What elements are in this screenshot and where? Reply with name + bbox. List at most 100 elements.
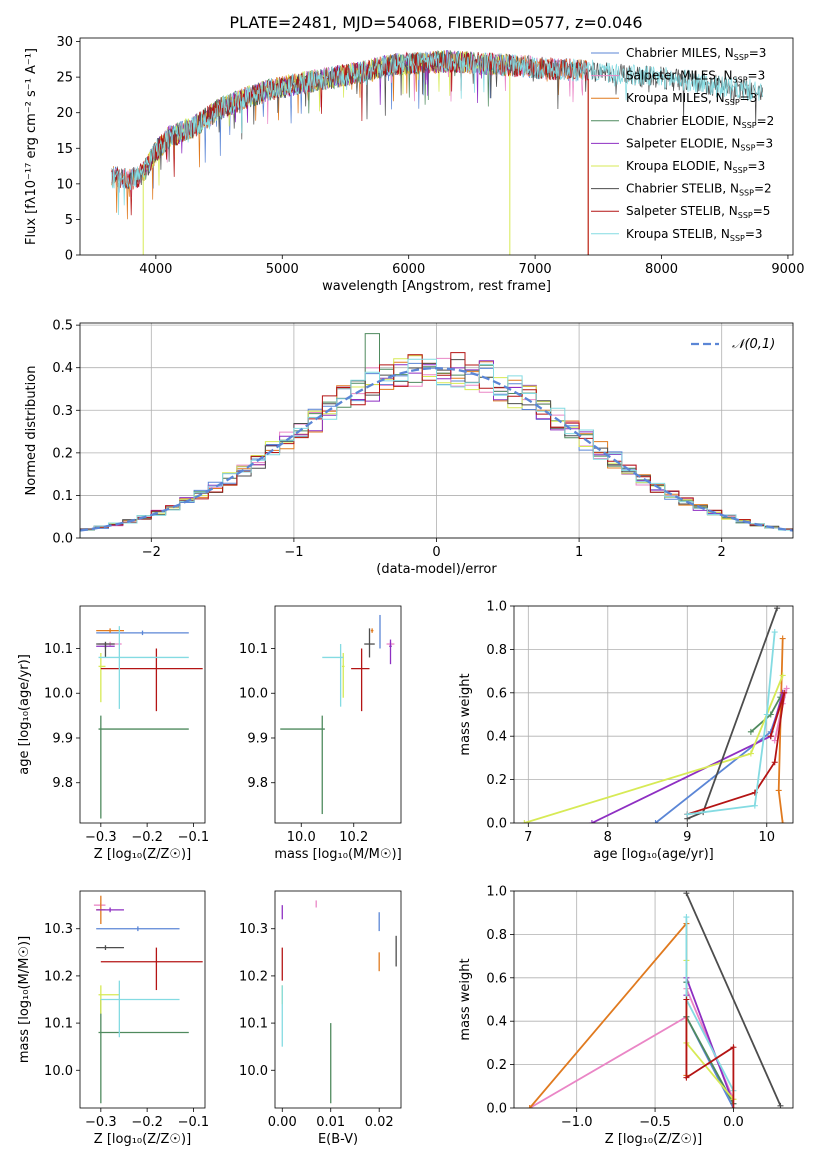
spectrum-axes: 4000 5000 6000 7000 8000 9000 0 5 10 15 20 25 30 wave… [24,35,804,294]
age_vs_mass-xtick-label: 10.2 [339,830,368,845]
residuals-ytick-label: 0.1 [52,489,73,504]
age_vs_Z-plot [96,626,203,819]
weight_vs_age-xtick-label: 8 [604,830,612,845]
weight_vs_Z-ytick-label: 0.0 [486,1102,507,1117]
spectrum-xtick-label: 6000 [392,262,425,277]
weight_vs_age-xtick-label: 9 [683,830,691,845]
mass_vs_Z-ytick-label: 10.1 [44,1017,73,1032]
weight_vs_Z-ytick-label: 0.2 [486,1058,507,1073]
weight_vs_Z-ytick-label: 0.4 [486,1015,507,1030]
age_vs_mass-xtick-label: 10.0 [287,830,316,845]
histogram-series [80,358,793,538]
residuals-xtick-label: −1 [284,545,303,560]
weight_vs_age-ytick-label: 0.6 [486,686,507,701]
weight_vs_Z-ylabel: mass weight [458,958,473,1040]
age_vs_mass-ytick-label: 9.8 [247,776,268,791]
weight-marker [763,711,770,718]
mass_vs_ebv-xtick-label: 0.00 [268,1115,297,1130]
mass_vs_Z-frame [79,890,206,1109]
legend-entry: Kroupa STELIB, NSSP=3 [626,227,763,243]
mass_vs_Z-ytick-label: 10.3 [44,922,73,937]
weight-marker [751,802,758,809]
weight_vs_age-ylabel: mass weight [458,673,473,755]
residuals-xtick-label: 0 [432,545,440,560]
residuals-frame [79,322,794,539]
weight-marker [771,629,778,636]
weight_vs_age-ytick-label: 0.8 [486,643,507,658]
spectrum-xtick-label: 7000 [519,262,552,277]
legend-entry: Chabrier MILES, NSSP=3 [626,46,766,62]
weight_vs_age-ytick-label: 0.2 [486,773,507,788]
residuals-ytick-label: 0.4 [52,361,73,376]
weight_vs_age-xtick-label: 10 [758,830,775,845]
age_vs_mass-xlabel: mass [log₁₀(M/M☉)] [274,847,401,862]
mass_vs_Z-xtick-label: −0.2 [131,1115,163,1130]
mass_vs_ebv-ytick-label: 10.0 [239,1064,268,1079]
legend-entry: Chabrier STELIB, NSSP=2 [626,182,772,198]
weight-line [685,999,735,1108]
residuals-ytick-label: 0.0 [52,532,73,547]
weight_vs_age-ytick-label: 0.4 [486,730,507,745]
weight-marker [779,672,786,679]
residuals-ytick-label: 0.3 [52,404,73,419]
spectrum-xtick-label: 8000 [645,262,678,277]
weight_vs_Z-ytick-label: 0.8 [486,928,507,943]
legend-entry: Chabrier ELODIE, NSSP=2 [626,114,774,130]
age_vs_Z-xtick-label: −0.1 [178,830,210,845]
age_vs_Z-ylabel: age [log₁₀(age/yr)] [17,654,32,775]
weight-marker [747,728,754,735]
mass_vs_ebv-axes: 0.00 0.01 0.02 10.0 10.1 10.2 10.3 E(B-V) [239,922,394,1147]
age_vs_Z-ytick-label: 9.9 [52,731,73,746]
weight_vs_Z-frame [513,890,794,1109]
age_vs_Z-frame [79,605,206,824]
age_vs_Z-ytick-label: 10.0 [44,687,73,702]
legend-entry: Salpeter MILES, NSSP=3 [626,69,765,85]
spectrum-line [111,50,764,216]
age_vs_Z-ytick-label: 9.8 [52,776,73,791]
weight-line [685,892,782,1107]
mass_vs_Z-ytick-label: 10.0 [44,1064,73,1079]
mass_vs_ebv-frame [274,890,402,1109]
spectrum-ylabel: Flux [fλ10⁻¹⁷ erg cm⁻² s⁻¹ A⁻¹] [24,48,39,245]
figure-title: PLATE=2481, MJD=54068, FIBERID=0577, z=0… [229,13,642,32]
weight-marker [767,733,774,740]
weight_vs_age-ytick-label: 1.0 [486,600,507,615]
age_vs_mass-ytick-label: 10.0 [239,687,268,702]
weight_vs_Z-xtick-label: −1.0 [561,1115,593,1130]
mass_vs_ebv-ytick-label: 10.2 [239,969,268,984]
residuals-xtick-label: −2 [142,545,161,560]
weight-line [529,921,688,1108]
mass_vs_ebv-ytick-label: 10.3 [239,922,268,937]
residuals-plot [80,333,793,538]
weight_vs_age-xlabel: age [log₁₀(age/yr)] [593,847,714,862]
weight-marker [683,1074,690,1081]
mass_vs_ebv-plot [281,900,397,1104]
residuals-xtick-label: 2 [718,545,726,560]
age_vs_Z-xtick-label: −0.3 [85,830,117,845]
mass_vs_Z-xtick-label: −0.3 [85,1115,117,1130]
weight_vs_Z-axes: −1.0 −0.5 0.0 0.0 0.2 0.4 0.6 0.8 1.0 Z [log₁₀(Z/… [458,885,793,1147]
legend-entry: Kroupa ELODIE, NSSP=3 [626,159,765,175]
weight-marker [652,820,659,823]
normal-curve [80,367,793,532]
weight-marker [781,689,788,696]
spectrum-ytick-label: 20 [56,106,73,121]
age_vs_mass-ytick-label: 9.9 [247,731,268,746]
mass_vs_Z-xlabel: Z [log₁₀(Z/Z☉)] [94,1132,191,1147]
residuals-ytick-label: 0.5 [52,319,73,334]
weight-marker [521,820,528,823]
mass_vs_Z-ytick-label: 10.2 [44,969,73,984]
age_vs_mass-axes: 10.0 10.2 9.8 9.9 10.0 10.1 mass [log₁₀(M/M☉)] [239,642,402,862]
legend-entry: Salpeter STELIB, NSSP=5 [626,204,770,220]
weight_vs_age-axes: 7 8 9 10 0.0 0.2 0.4 0.6 0.8 1.0 age [log₁₀(age/yr… [458,600,793,862]
weight_vs_age-xtick-label: 7 [524,830,532,845]
mass_vs_ebv-ytick-label: 10.1 [239,1017,268,1032]
weight-marker [526,1105,533,1108]
mass_vs_ebv-xtick-label: 0.02 [365,1115,394,1130]
weight_vs_Z-xlabel: Z [log₁₀(Z/Z☉)] [605,1132,702,1147]
weight-marker [779,820,786,823]
spectrum-xlabel: wavelength [Angstrom, rest frame] [322,279,551,294]
age_vs_mass-frame [274,605,402,824]
age_vs_Z-ytick-label: 10.1 [44,642,73,657]
weight-marker [771,759,778,766]
